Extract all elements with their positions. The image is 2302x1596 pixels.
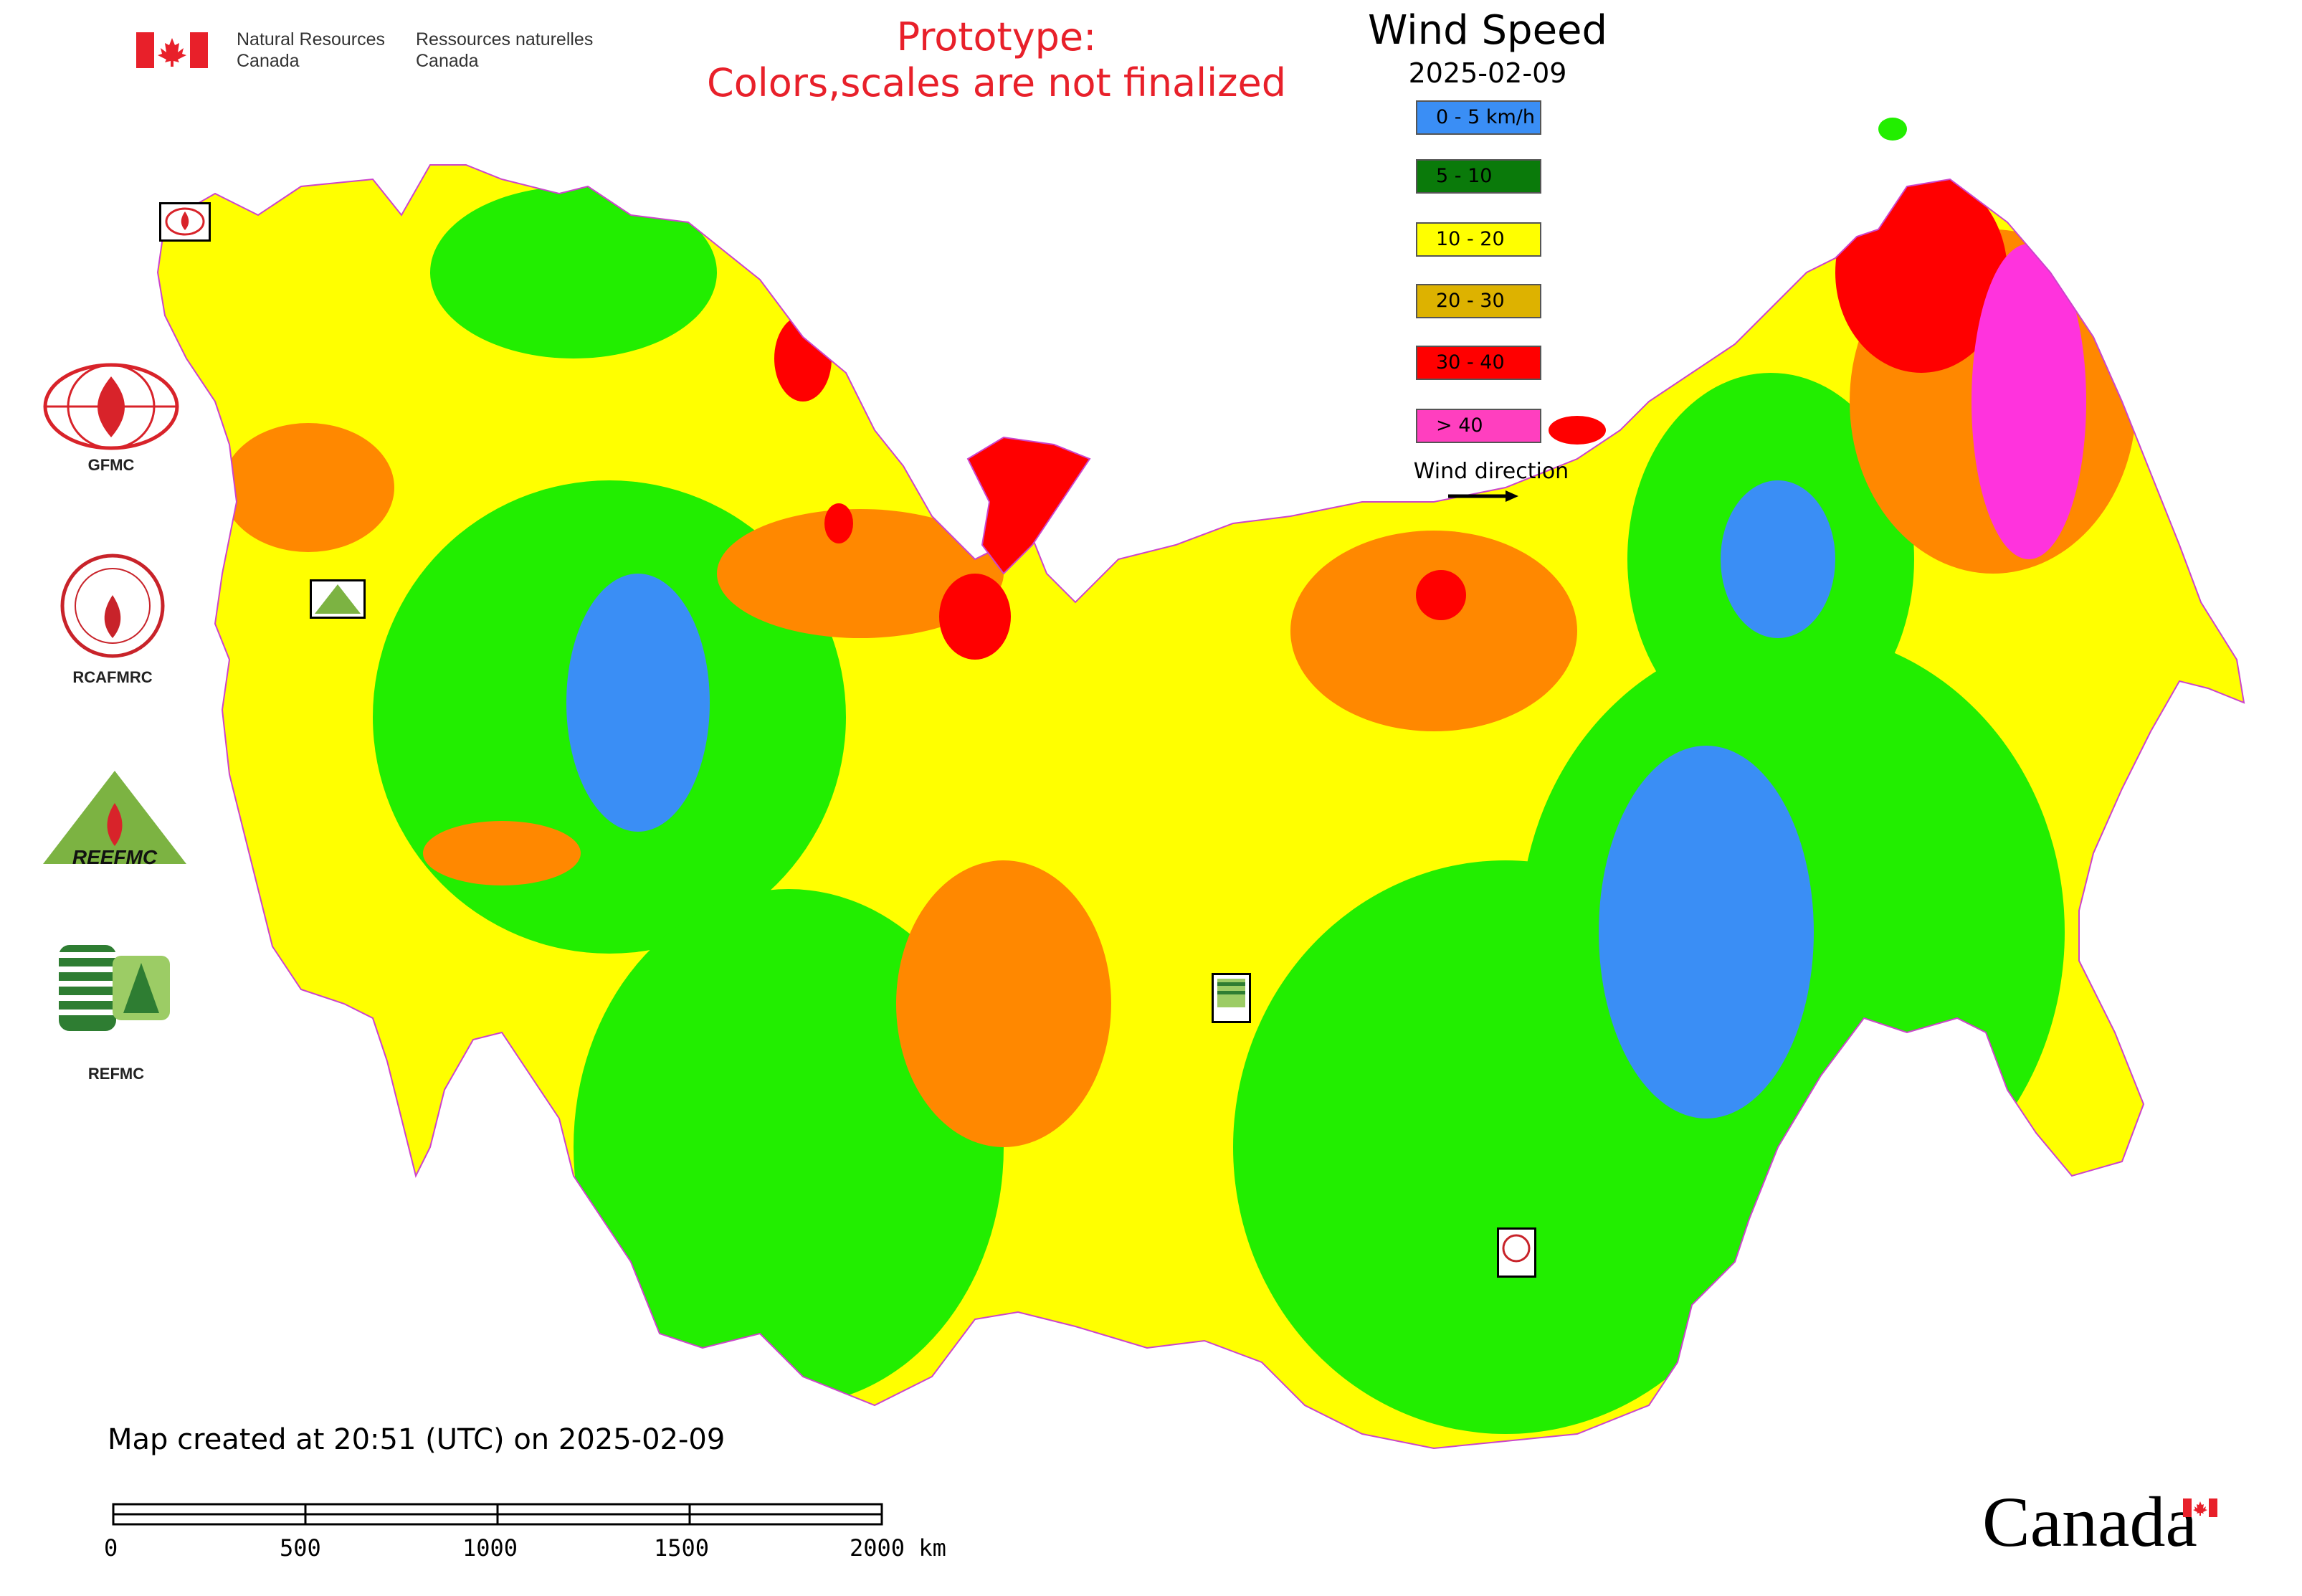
gfmc-station-marker-icon — [159, 202, 211, 242]
refmc-logo-icon — [59, 945, 173, 1031]
dept-name-en-line2: Canada — [237, 51, 300, 71]
gfmc-label: GFMC — [87, 456, 135, 474]
zone-calm-east — [1599, 746, 1814, 1118]
island-wrangel — [1878, 118, 1907, 141]
legend-item-light: 5 - 10 — [1416, 159, 1541, 194]
zone-strong-arctic — [939, 574, 1011, 660]
scale-label-1500: 1500 — [654, 1534, 710, 1562]
canada-wordmark-flag-icon — [2183, 1498, 2217, 1517]
zone-strong-north — [1416, 570, 1466, 620]
canada-wordmark: Canada — [1982, 1482, 2197, 1562]
legend-item-moderate: 10 - 20 — [1416, 222, 1541, 257]
scale-label-1000: 1000 — [462, 1534, 518, 1562]
wind-zones — [222, 172, 2136, 1434]
zone-strong-kola — [774, 315, 832, 402]
zone-light-southwest — [574, 889, 1004, 1405]
reefmc-station-marker-icon — [310, 579, 366, 619]
zone-calm-northeast — [1721, 480, 1835, 638]
zone-light-north — [430, 186, 717, 358]
scale-bar — [112, 1503, 883, 1526]
zone-fresh-north — [1290, 531, 1577, 731]
zone-fresh-northwest — [222, 423, 394, 552]
legend-item-calm: 0 - 5 km/h — [1416, 100, 1541, 135]
prototype-notice: Prototype: Colors,scales are not finaliz… — [624, 14, 1369, 106]
gfmc-logo-icon — [39, 362, 183, 452]
zone-fresh-west — [423, 821, 581, 885]
rcafmrc-label: RCAFMRC — [72, 668, 153, 686]
land-outline — [156, 164, 2245, 1450]
island-kolguev — [824, 503, 853, 543]
rcafmrc-logo-icon — [59, 552, 166, 660]
prototype-line-1: Prototype: — [896, 14, 1097, 60]
dept-name-fr-line1: Ressources naturelles — [416, 29, 594, 49]
legend-item-strong: 30 - 40 — [1416, 346, 1541, 380]
island-novaya-zemlya — [966, 436, 1091, 575]
refmc-station-marker-icon — [1212, 973, 1251, 1023]
legend-date: 2025-02-09 — [1408, 57, 1567, 89]
reefmc-triangle-logo-icon — [39, 767, 190, 868]
dept-name-fr-line2: Canada — [416, 51, 479, 71]
wind-direction-label: Wind direction — [1413, 459, 1569, 484]
island-new-siberian — [1549, 416, 1606, 445]
prototype-line-2: Colors,scales are not finalized — [707, 60, 1286, 105]
scale-label-500: 500 — [280, 1534, 321, 1562]
scale-label-0: 0 — [104, 1534, 118, 1562]
legend-item-gale: > 40 — [1416, 409, 1541, 443]
scale-label-2000: 2000 km — [850, 1534, 946, 1562]
legend-title: Wind Speed — [1367, 7, 1608, 54]
canada-flag-icon — [136, 32, 208, 68]
legend-item-fresh: 20 - 30 — [1416, 284, 1541, 318]
zone-gale-far-east — [1972, 244, 2086, 559]
zone-fresh-central — [896, 860, 1111, 1147]
zone-calm-west — [566, 574, 710, 832]
map-created-note: Map created at 20:51 (UTC) on 2025-02-09 — [108, 1423, 726, 1456]
dept-name-fr: Ressources naturelles Canada — [416, 29, 593, 72]
dept-name-en-line1: Natural Resources — [237, 29, 386, 49]
wind-direction-arrowhead-icon — [1506, 490, 1518, 502]
zone-fresh-arctic — [717, 509, 1004, 638]
dept-name-en: Natural Resources Canada — [237, 29, 385, 72]
refmc-label: REFMC — [87, 1065, 145, 1083]
reefmc-label: REEFMC — [72, 846, 158, 868]
rcafmrc-station-marker-icon — [1497, 1227, 1536, 1278]
